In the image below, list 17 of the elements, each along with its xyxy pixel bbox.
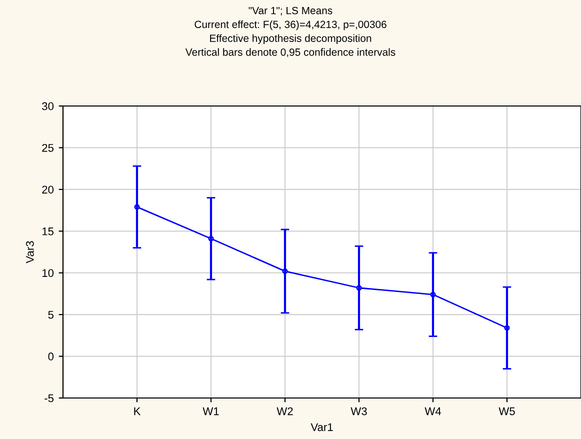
- x-tick-label: W3: [350, 407, 367, 416]
- x-tick-label: K: [134, 407, 141, 416]
- y-tick-label: 5: [48, 310, 54, 319]
- x-tick-label: W4: [424, 407, 442, 416]
- y-tick-label: 20: [42, 186, 54, 194]
- x-tick-label: W2: [276, 407, 293, 416]
- y-tick-label: 30: [42, 102, 54, 110]
- y-tick-label: 10: [42, 269, 54, 277]
- y-tick-label: 15: [42, 228, 54, 236]
- y-tick-label: -5: [44, 394, 54, 402]
- y-tick-label: 25: [42, 144, 54, 152]
- y-axis-title: Var3: [26, 241, 34, 264]
- x-tick-label: W1: [202, 407, 219, 416]
- chart-title: "Var 1"; LS Means Current effect: F(5, 36)=4,4213, p=,00306 Effective hypothesis decomposition Vertical bars denote 0,95 confidence intervals: [185, 6, 396, 58]
- x-tick-label: W5: [498, 407, 515, 416]
- y-tick-label: 0: [48, 352, 54, 360]
- x-axis-title: Var1: [310, 423, 333, 432]
